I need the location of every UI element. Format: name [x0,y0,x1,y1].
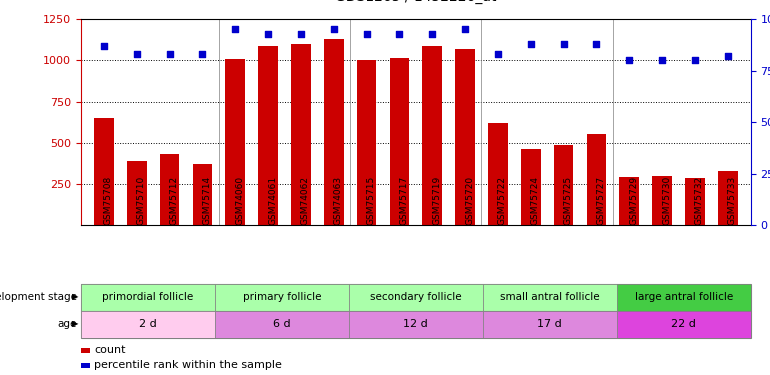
Point [721,53,734,59]
Bar [215,284,349,310]
Bar [324,39,343,225]
Point [98,43,110,49]
Text: GSM74060: GSM74060 [235,176,244,225]
Text: percentile rank within the sample: percentile rank within the sample [94,360,282,370]
Bar [94,118,114,225]
Point [591,41,603,47]
Bar [619,177,639,225]
Text: ▶: ▶ [72,292,79,302]
Text: GSM75715: GSM75715 [367,176,376,225]
Bar [587,134,606,225]
Point [557,41,570,47]
Point [393,31,406,37]
Text: GSM75730: GSM75730 [662,176,671,225]
Text: small antral follicle: small antral follicle [500,292,600,302]
Bar [685,178,705,225]
Text: 17 d: 17 d [537,319,562,329]
Text: count: count [94,345,126,355]
Bar [488,123,507,225]
Bar [483,310,617,338]
Text: GSM75712: GSM75712 [169,176,179,225]
Bar [521,150,541,225]
Text: GSM75714: GSM75714 [203,176,211,225]
Point [163,51,176,57]
Point [524,41,537,47]
Bar [455,49,475,225]
Bar [423,45,442,225]
Bar [617,310,751,338]
Bar [192,164,213,225]
Text: GSM75719: GSM75719 [432,176,441,225]
Bar [226,59,245,225]
Bar [390,58,409,225]
Text: age: age [58,319,77,329]
Bar [652,176,672,225]
Point [360,31,373,37]
Point [623,57,635,63]
Text: 22 d: 22 d [671,319,696,329]
Point [492,51,504,57]
Bar [159,154,179,225]
Text: GDS1265 / 1452226_at: GDS1265 / 1452226_at [335,0,497,4]
Bar [349,310,483,338]
Text: ▶: ▶ [72,320,79,328]
Point [262,31,274,37]
Point [689,57,701,63]
Bar [617,284,751,310]
Bar [81,310,215,338]
Text: GSM74061: GSM74061 [268,176,277,225]
Point [131,51,143,57]
Text: GSM75717: GSM75717 [400,176,408,225]
Text: GSM75710: GSM75710 [137,176,146,225]
Point [459,26,471,33]
Bar [554,144,574,225]
Bar [483,284,617,310]
Text: GSM75720: GSM75720 [465,176,474,225]
Point [656,57,668,63]
Text: GSM75729: GSM75729 [629,176,638,225]
Text: GSM75733: GSM75733 [728,176,737,225]
Point [327,26,340,33]
Text: primordial follicle: primordial follicle [102,292,193,302]
Bar [291,44,311,225]
Point [426,31,438,37]
Bar [349,284,483,310]
Text: GSM75725: GSM75725 [564,176,573,225]
Bar [357,60,377,225]
Text: secondary follicle: secondary follicle [370,292,461,302]
Bar [127,161,146,225]
Text: development stage: development stage [0,292,77,302]
Point [229,26,241,33]
Text: GSM75724: GSM75724 [531,176,540,225]
Text: GSM75708: GSM75708 [104,176,113,225]
Text: GSM74062: GSM74062 [301,176,310,225]
Text: 12 d: 12 d [403,319,428,329]
Point [196,51,209,57]
Text: primary follicle: primary follicle [243,292,321,302]
Text: GSM75732: GSM75732 [695,176,704,225]
Text: large antral follicle: large antral follicle [634,292,733,302]
Text: 2 d: 2 d [139,319,157,329]
Text: GSM75727: GSM75727 [597,176,605,225]
Text: 6 d: 6 d [273,319,290,329]
Text: GSM74063: GSM74063 [333,176,343,225]
Text: GSM75722: GSM75722 [498,176,507,225]
Bar [215,310,349,338]
Bar [718,171,738,225]
Bar [258,45,278,225]
Point [295,31,307,37]
Bar [81,284,215,310]
